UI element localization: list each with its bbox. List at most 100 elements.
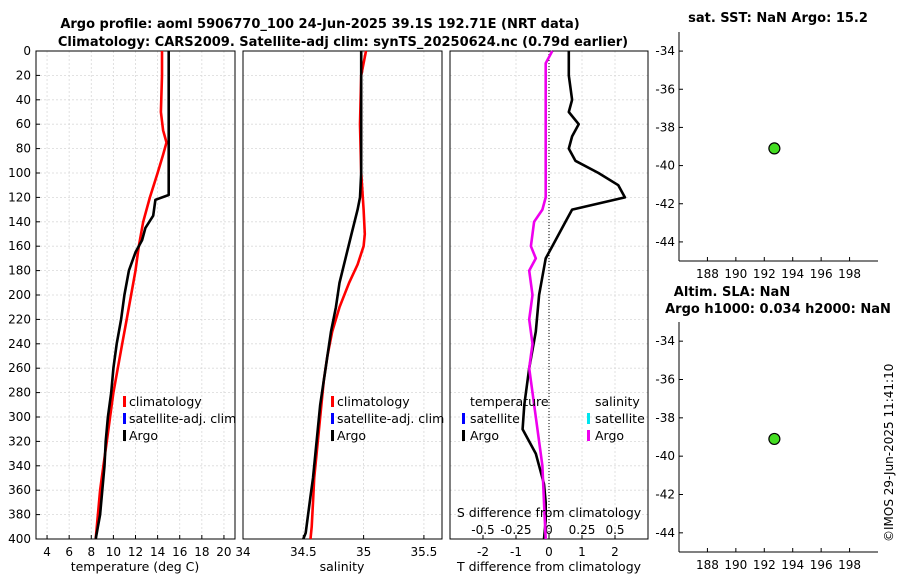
depth-tick-label-1: 20 bbox=[16, 68, 31, 82]
salinity-frame bbox=[242, 50, 443, 540]
difference-top-xtick-label-4: 0.5 bbox=[605, 523, 624, 537]
temperature-legend-label-0: climatology bbox=[129, 394, 202, 409]
title-line-1: Argo profile: aoml 5906770_100 24-Jun-20… bbox=[60, 17, 579, 32]
temperature-legend-swatch-0 bbox=[123, 396, 126, 407]
depth-tick-label-16: 320 bbox=[8, 434, 31, 448]
sst-map-ytick-label-1: -36 bbox=[655, 82, 675, 96]
depth-tick-label-13: 260 bbox=[8, 361, 31, 375]
difference-xtick-label-0: -2 bbox=[477, 545, 489, 559]
salinity-legend-swatch-1 bbox=[331, 413, 334, 424]
difference-legend-s-label-2: Argo bbox=[595, 428, 624, 443]
salinity-legend-label-1: satellite-adj. clim bbox=[337, 411, 444, 426]
temperature-xtick-label-8: 20 bbox=[216, 545, 231, 559]
difference-top-xtick-label-3: 0.25 bbox=[569, 523, 596, 537]
sla-map-ytick-label-0: -34 bbox=[655, 334, 675, 348]
difference-xtick-label-4: 2 bbox=[611, 545, 619, 559]
sst-map-ytick-label-2: -38 bbox=[655, 120, 675, 134]
depth-tick-label-6: 120 bbox=[8, 190, 31, 204]
difference-series-s-argo bbox=[527, 50, 554, 540]
temperature-legend-label-1: satellite-adj. clim bbox=[129, 411, 236, 426]
salinity-legend-label-2: Argo bbox=[337, 428, 366, 443]
depth-tick-label-20: 400 bbox=[8, 532, 31, 546]
sst-map-xtick-label-0: 188 bbox=[696, 267, 719, 281]
title-line-2: Climatology: CARS2009. Satellite-adj cli… bbox=[58, 35, 628, 50]
sla-map-xtick-label-0: 188 bbox=[696, 558, 719, 572]
difference-legend-s-swatch-2 bbox=[587, 430, 590, 441]
temperature-series-argo bbox=[94, 51, 170, 540]
difference-xtick-label-3: 1 bbox=[578, 545, 586, 559]
sla-map-xtick-label-1: 190 bbox=[724, 558, 747, 572]
depth-tick-label-18: 360 bbox=[8, 483, 31, 497]
sla-map-xtick-label-5: 198 bbox=[838, 558, 861, 572]
depth-tick-label-0: 0 bbox=[23, 44, 31, 58]
temperature-xtick-label-6: 16 bbox=[172, 545, 187, 559]
temperature-xtick-label-3: 10 bbox=[106, 545, 121, 559]
difference-top-xlabel: S difference from climatology bbox=[457, 505, 642, 520]
difference-top-xtick-label-1: -0.25 bbox=[500, 523, 531, 537]
depth-tick-label-14: 280 bbox=[8, 386, 31, 400]
salinity-xlabel: salinity bbox=[320, 559, 365, 574]
sla-map-xtick-label-3: 194 bbox=[781, 558, 804, 572]
depth-tick-label-5: 100 bbox=[8, 166, 31, 180]
sst-map-ytick-label-0: -34 bbox=[655, 44, 675, 58]
sla-map-ytick-label-4: -42 bbox=[655, 488, 675, 502]
salinity-xtick-label-3: 35.5 bbox=[411, 545, 438, 559]
sst-map-xtick-label-1: 190 bbox=[724, 267, 747, 281]
depth-tick-label-15: 300 bbox=[8, 410, 31, 424]
salinity-legend-swatch-0 bbox=[331, 396, 334, 407]
temperature-xtick-label-1: 6 bbox=[65, 545, 73, 559]
difference-series-t-argo bbox=[521, 51, 627, 540]
salinity-series-argo bbox=[302, 51, 363, 540]
depth-tick-label-8: 160 bbox=[8, 239, 31, 253]
sla-map-subtitle: Argo h1000: 0.034 h2000: NaN bbox=[665, 302, 891, 317]
salinity-legend-swatch-2 bbox=[331, 430, 334, 441]
difference-legend-t-swatch-2 bbox=[462, 430, 465, 441]
depth-tick-label-19: 380 bbox=[8, 508, 31, 522]
difference-top-xtick-label-2: 0 bbox=[545, 523, 553, 537]
sla-map-title: Altim. SLA: NaN bbox=[674, 285, 790, 300]
sst-map-xtick-label-2: 192 bbox=[753, 267, 776, 281]
sla-map-xtick-label-2: 192 bbox=[753, 558, 776, 572]
difference-xlabel: T difference from climatology bbox=[456, 559, 642, 574]
difference-xtick-label-1: -1 bbox=[510, 545, 522, 559]
depth-tick-label-11: 220 bbox=[8, 312, 31, 326]
sla-map-xtick-label-4: 196 bbox=[810, 558, 833, 572]
salinity-xtick-label-0: 34 bbox=[235, 545, 250, 559]
sst-map-argo-marker-0 bbox=[768, 142, 781, 155]
temperature-panel: 4 6 8 10 12 14 16 18 20 climatology satellite-adj.… bbox=[8, 44, 236, 559]
salinity-panel: 34 34.5 35 35.5 climatology satellite-adj. cl… bbox=[235, 50, 444, 559]
sst-map-panel: -34 -36 -38 -40 -42 -44 188 190 192 194 196 198 bbox=[655, 32, 878, 281]
sst-map-ytick-label-5: -44 bbox=[655, 235, 675, 249]
difference-top-xtick-label-0: -0.5 bbox=[471, 523, 494, 537]
sla-map-ytick-label-5: -44 bbox=[655, 526, 675, 540]
sla-map-ytick-label-1: -36 bbox=[655, 373, 675, 387]
difference-legend-s-label-0: salinity bbox=[595, 394, 640, 409]
sst-map-title: sat. SST: NaN Argo: 15.2 bbox=[688, 11, 868, 26]
difference-xtick-label-2: 0 bbox=[545, 545, 553, 559]
temperature-legend-swatch-2 bbox=[123, 430, 126, 441]
sst-map-xtick-label-3: 194 bbox=[781, 267, 804, 281]
difference-legend-s-swatch-1 bbox=[587, 413, 590, 424]
sla-map-ytick-label-2: -38 bbox=[655, 411, 675, 425]
depth-tick-label-3: 60 bbox=[16, 117, 31, 131]
depth-tick-label-2: 40 bbox=[16, 93, 31, 107]
difference-panel: -2 -1 0 1 2 -0.5 -0.25 0 0.25 0.5 temperature satel… bbox=[449, 50, 649, 559]
difference-legend-s-label-1: satellite bbox=[595, 411, 645, 426]
depth-tick-label-17: 340 bbox=[8, 459, 31, 473]
difference-legend-t-label-0: temperature bbox=[470, 394, 549, 409]
sla-map-argo-marker-0 bbox=[768, 432, 781, 446]
depth-tick-label-4: 80 bbox=[16, 142, 31, 156]
difference-legend-t-label-2: Argo bbox=[470, 428, 499, 443]
temperature-legend-swatch-1 bbox=[123, 413, 126, 424]
sst-map-ytick-label-4: -42 bbox=[655, 197, 675, 211]
temperature-legend-label-2: Argo bbox=[129, 428, 158, 443]
salinity-xtick-label-2: 35 bbox=[356, 545, 371, 559]
sst-map-xtick-label-4: 196 bbox=[810, 267, 833, 281]
depth-tick-label-12: 240 bbox=[8, 337, 31, 351]
depth-tick-label-9: 180 bbox=[8, 264, 31, 278]
temperature-xtick-label-5: 14 bbox=[150, 545, 165, 559]
depth-tick-label-10: 200 bbox=[8, 288, 31, 302]
sla-map-panel: -34 -36 -38 -40 -42 -44 188 190 192 194 196 198 bbox=[655, 322, 878, 572]
temperature-xtick-label-2: 8 bbox=[87, 545, 95, 559]
